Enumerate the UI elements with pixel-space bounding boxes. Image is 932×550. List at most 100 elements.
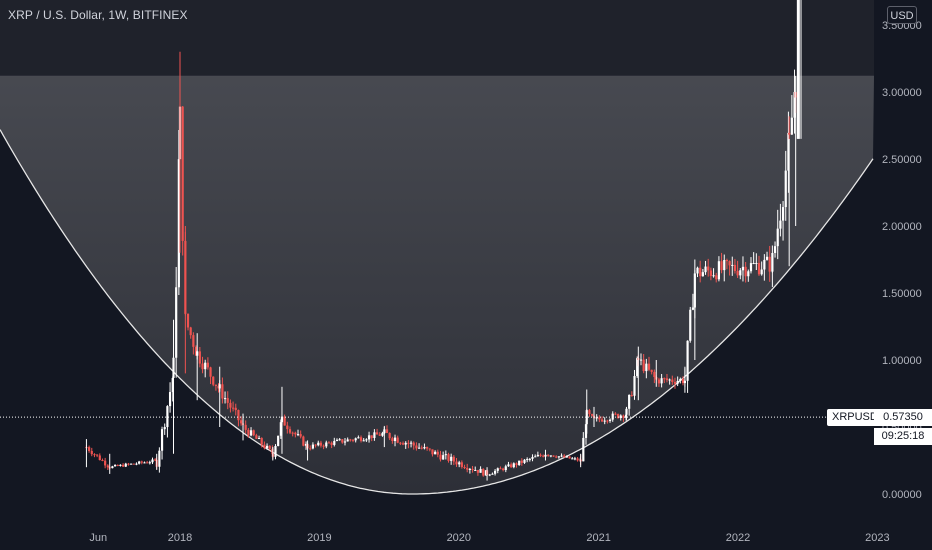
candle-body [283, 416, 286, 426]
candle-body [701, 272, 704, 277]
candle-body [628, 394, 631, 409]
candle-body [468, 468, 471, 470]
candle-body [731, 264, 734, 266]
candle-body [319, 442, 323, 446]
candle-body [113, 464, 117, 467]
candle-body [733, 264, 737, 271]
candle-body [549, 455, 552, 457]
candle-body [311, 444, 315, 449]
candle-body [291, 432, 294, 434]
x-tick-label: 2020 [447, 532, 471, 544]
candle-body [286, 425, 289, 430]
candle-body [523, 459, 526, 463]
candle-body [138, 461, 141, 464]
candle-body [163, 427, 166, 430]
candle-body [510, 464, 513, 468]
candle-body [442, 455, 445, 460]
candle-body [192, 335, 195, 347]
candle-body [370, 435, 373, 438]
candle-body [362, 440, 365, 442]
candle-body [194, 346, 198, 356]
candle-body [645, 363, 648, 372]
candle-body [686, 340, 689, 381]
candle-body [611, 413, 614, 420]
candle-body [779, 220, 782, 229]
candle-body [302, 436, 305, 446]
candle-body [104, 460, 107, 466]
candle-body [223, 398, 227, 400]
candle-body [499, 468, 502, 470]
candle-body [135, 463, 138, 465]
candle-body [296, 434, 300, 436]
candle-body [455, 461, 458, 465]
candle-body [542, 455, 545, 457]
candle-body [681, 378, 685, 384]
candle-body [642, 359, 645, 372]
candle-body [168, 392, 172, 407]
candle-body [351, 439, 355, 441]
candle-body [181, 106, 184, 241]
candle-body [426, 447, 429, 449]
candle-body [598, 417, 601, 420]
candle-body [288, 429, 292, 433]
candle-body [229, 402, 232, 408]
candle-body [565, 456, 568, 458]
candle-body [534, 456, 537, 458]
candle-body [154, 459, 157, 461]
candle-body [217, 385, 220, 389]
candle-body [404, 442, 407, 445]
candle-body [279, 422, 282, 436]
x-tick-label: 2022 [726, 532, 750, 544]
candle-body [757, 262, 761, 275]
candle-body [787, 132, 790, 171]
candle-body [189, 327, 192, 336]
candle-body [793, 92, 796, 118]
x-tick-label: Jun [89, 532, 107, 544]
candle-body [474, 469, 477, 471]
candle-body [504, 466, 507, 471]
candle-body [709, 270, 712, 276]
candle-body [381, 433, 384, 436]
candle-body [357, 437, 360, 439]
candle-body [484, 470, 488, 476]
currency-button[interactable]: USD [887, 6, 917, 24]
candle-body [763, 259, 766, 270]
y-tick-label: 3.00000 [882, 87, 922, 99]
candle-body [249, 430, 253, 436]
candle-body [88, 447, 91, 451]
candle-body [140, 461, 143, 463]
candle-body [725, 260, 729, 262]
candle-body [736, 270, 739, 276]
candle-body [206, 362, 209, 368]
candle-body [493, 470, 497, 474]
candle-body [528, 458, 531, 460]
candle-body [563, 455, 566, 458]
candle-body [471, 468, 474, 471]
candle-body [255, 435, 258, 439]
candle-body [614, 413, 617, 415]
candle-body [668, 379, 671, 381]
candle-body [294, 432, 297, 435]
candle-body [263, 444, 266, 449]
candle-body [343, 441, 347, 443]
candle-body [299, 434, 302, 437]
candle-body [728, 261, 731, 266]
candle-body [515, 463, 518, 465]
candle-body [116, 464, 119, 466]
candle-body [491, 473, 494, 475]
candle-body [647, 363, 651, 370]
candle-body [723, 260, 726, 271]
candle-body [622, 415, 625, 418]
candle-body [143, 462, 146, 464]
candle-body [111, 466, 114, 469]
candle-body [333, 440, 336, 445]
candle-body [214, 384, 218, 386]
candle-body [247, 429, 250, 436]
candle-body [744, 266, 747, 277]
candle-body [391, 438, 394, 442]
candle-body [768, 256, 771, 272]
candle-body [699, 267, 702, 277]
candle-body [415, 445, 418, 449]
candle-body [755, 262, 758, 264]
